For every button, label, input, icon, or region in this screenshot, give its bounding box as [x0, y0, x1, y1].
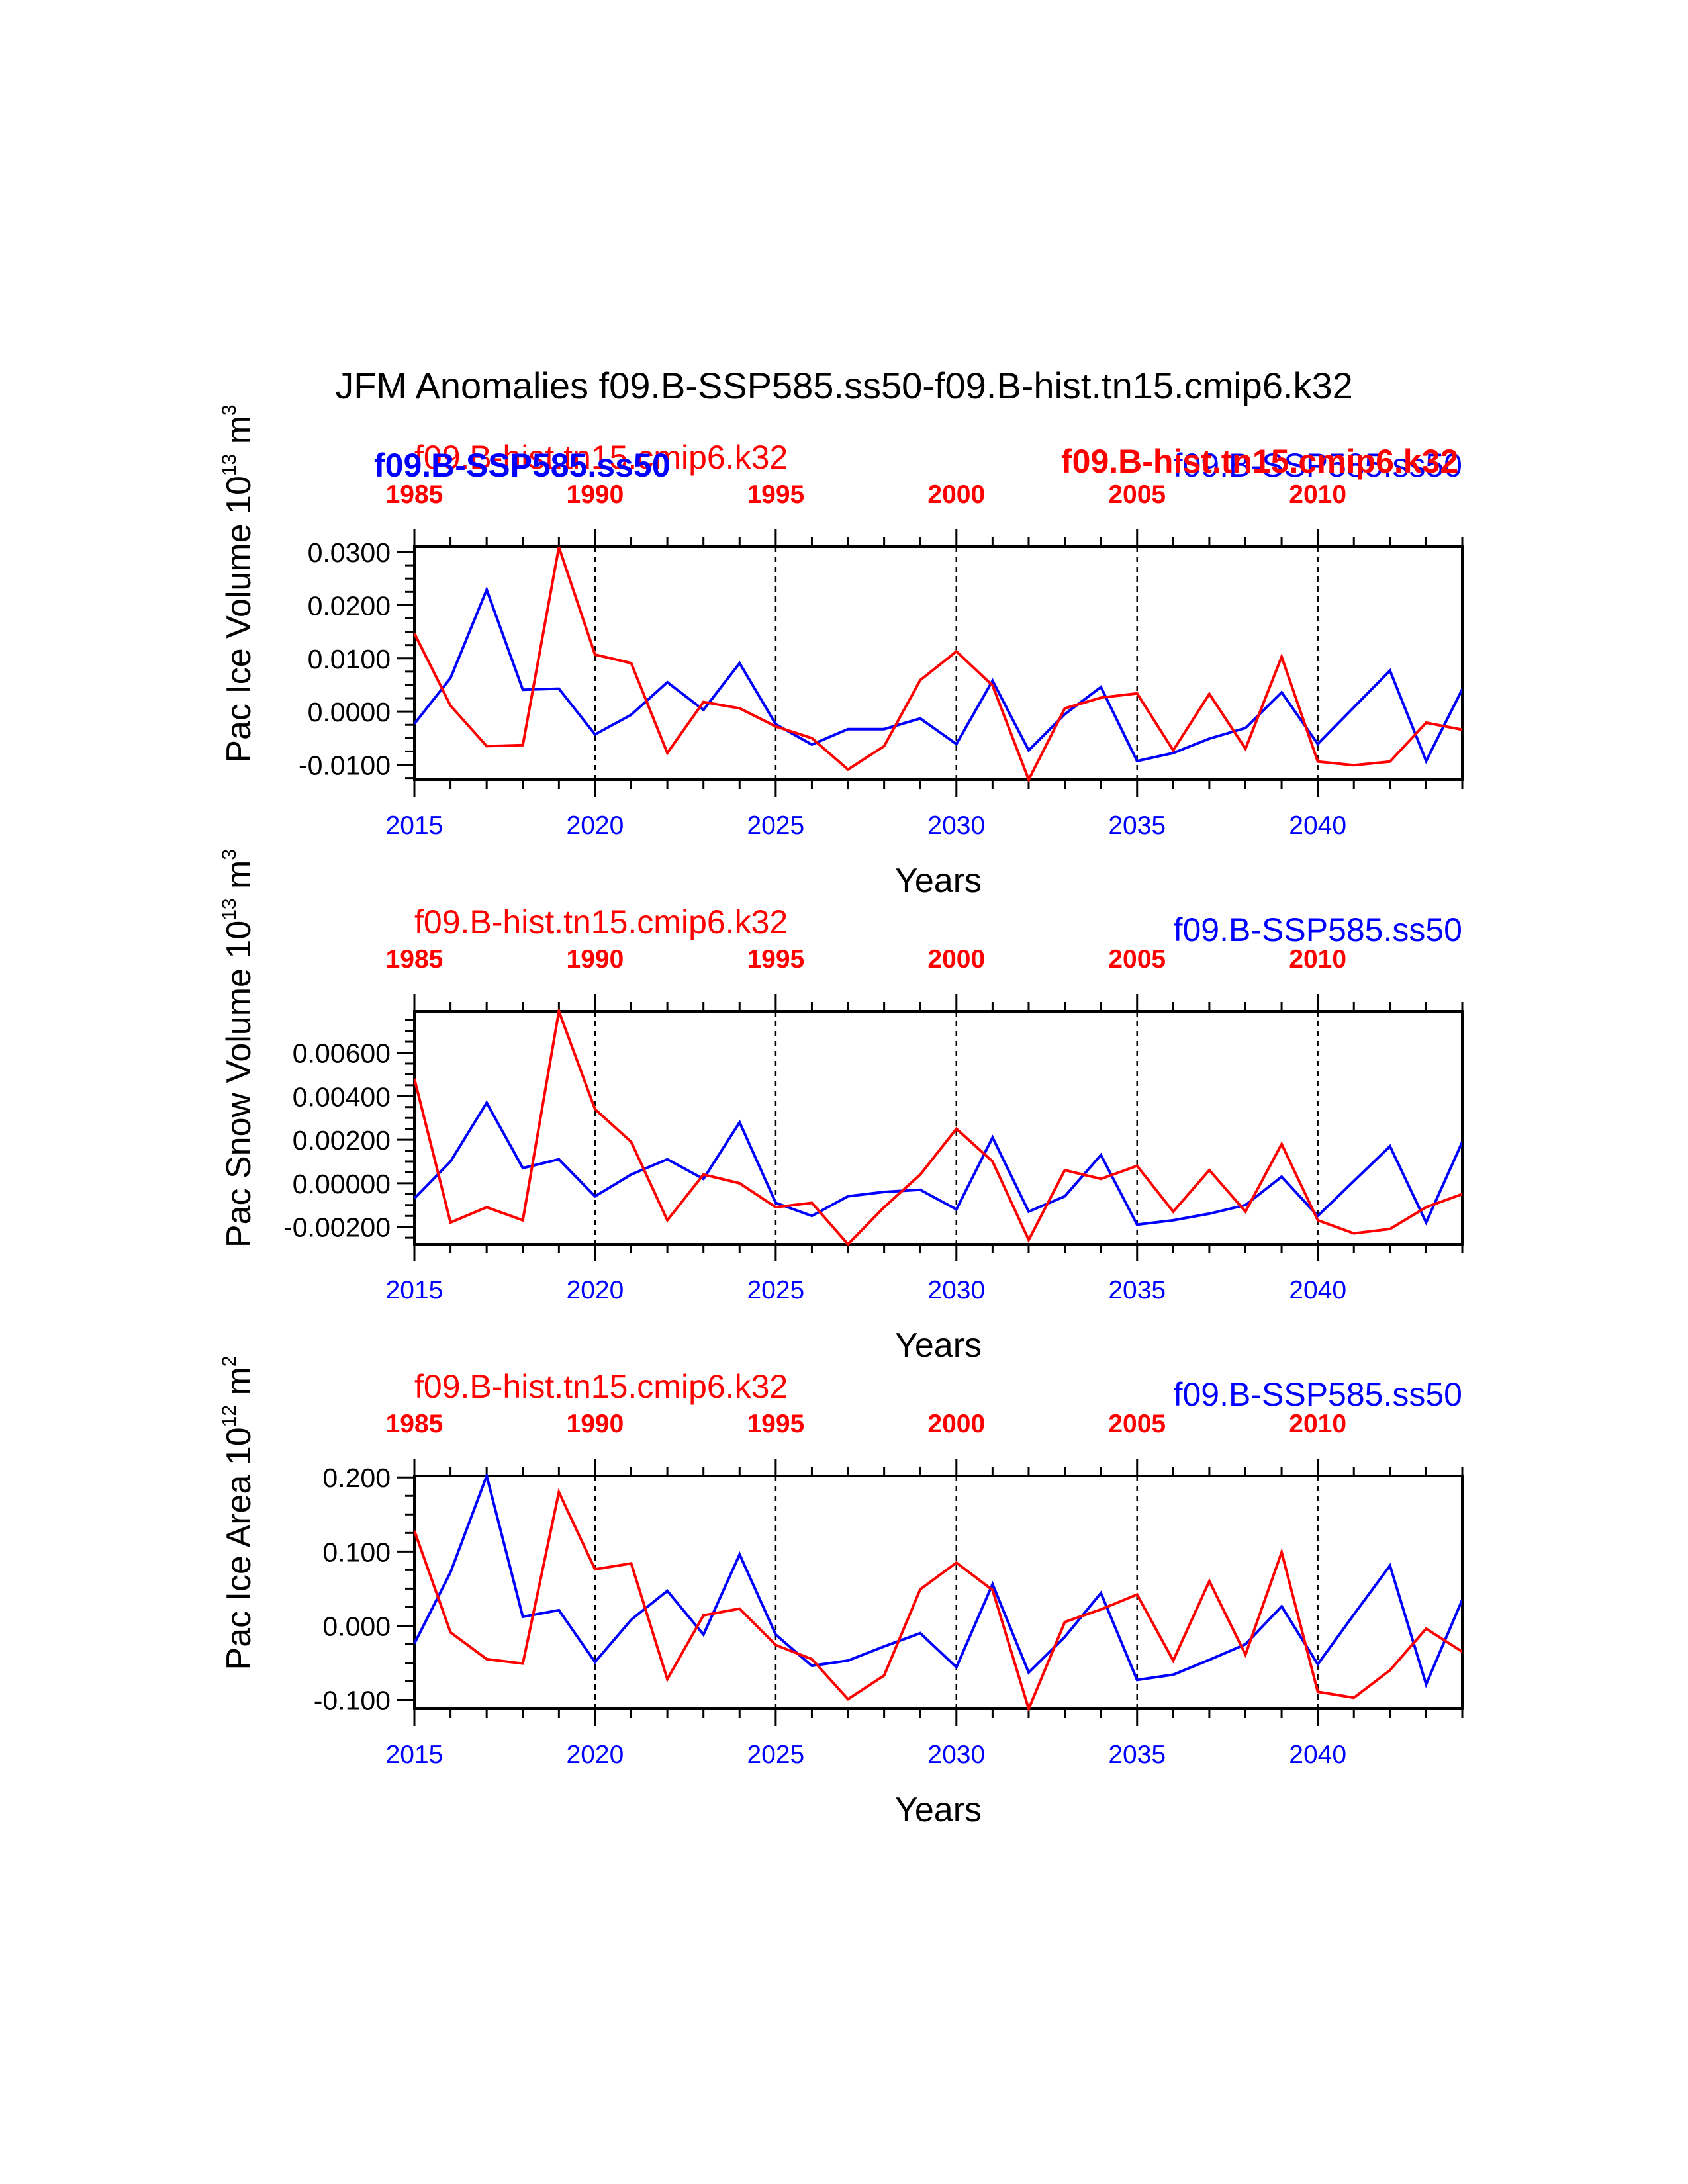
- hist-series-line: [414, 1488, 1462, 1711]
- y-tick-label: 0.100: [322, 1537, 391, 1567]
- y-axis-title: Pac Ice Volume 1013 m3: [218, 404, 258, 762]
- top-x-tick-label: 1985: [386, 480, 444, 509]
- ssp-series-line: [414, 1100, 1462, 1226]
- x-tick-label: 2030: [927, 811, 985, 840]
- ssp-series-line: [414, 586, 1462, 764]
- y-tick-label: 0.0300: [308, 537, 391, 568]
- x-axis-title: Years: [895, 1791, 982, 1829]
- top-x-tick-label: 1990: [567, 480, 624, 509]
- top-x-tick-label: 2010: [1289, 945, 1346, 974]
- y-tick-label: 0.00400: [293, 1081, 391, 1112]
- hist-series-line: [414, 547, 1462, 782]
- panel-1: 0.0300 0.0200 0.0100 0.0000 -0.0100 2015 2020 2…: [218, 404, 1464, 900]
- hist-series-label: f09.B-hist.tn15.cmip6.k32: [414, 439, 788, 476]
- x-tick-label: 2035: [1108, 1276, 1166, 1304]
- top-x-tick-label: 1995: [747, 480, 804, 509]
- top-x-tick-label: 2005: [1108, 480, 1166, 509]
- ssp-series-line: [414, 1474, 1462, 1688]
- y-tick-label: -0.100: [314, 1686, 391, 1716]
- x-tick-label: 2025: [747, 811, 804, 840]
- x-tick-label: 2025: [747, 1741, 804, 1769]
- ssp-series-label: f09.B-SSP585.ss50: [1174, 447, 1462, 484]
- x-tick-label: 2030: [927, 1741, 985, 1769]
- overlay-hist-label: f09.B-hist.tn15.cmip6.k32: [1061, 443, 1458, 480]
- plot-frame: [413, 1010, 1464, 1246]
- hist-series-line: [414, 1009, 1462, 1246]
- top-x-tick-label: 1985: [386, 945, 444, 974]
- x-tick-label: 2035: [1108, 1741, 1166, 1769]
- top-x-tick-label: 1985: [386, 1410, 444, 1438]
- y-axis-title: Pac Snow Volume 1013 m3: [218, 849, 258, 1248]
- ssp-series-label: f09.B-SSP585.ss50: [1174, 1376, 1462, 1413]
- x-tick-label: 2020: [567, 811, 624, 840]
- y-tick-label: 0.000: [322, 1611, 391, 1641]
- y-tick-label: 0.0000: [308, 697, 391, 727]
- top-x-tick-label: 2005: [1108, 1410, 1166, 1438]
- top-x-tick-label: 2000: [927, 1410, 985, 1438]
- top-x-tick-label: 2010: [1289, 1410, 1346, 1438]
- x-tick-label: 2015: [386, 1276, 444, 1304]
- top-x-tick-label: 1995: [747, 1410, 804, 1438]
- x-tick-label: 2040: [1289, 1741, 1346, 1769]
- y-tick-label: -0.00200: [283, 1212, 391, 1243]
- x-tick-label: 2040: [1289, 1276, 1346, 1304]
- hist-series-label: f09.B-hist.tn15.cmip6.k32: [414, 1368, 788, 1405]
- top-x-tick-label: 2000: [927, 945, 985, 974]
- x-tick-label: 2015: [386, 811, 444, 840]
- x-tick-label: 2040: [1289, 811, 1346, 840]
- y-tick-label: 0.0100: [308, 644, 391, 674]
- x-tick-label: 2030: [927, 1276, 985, 1304]
- overlay-ssp-label: f09.B-SSP585.ss50: [374, 447, 671, 484]
- hist-series-label: f09.B-hist.tn15.cmip6.k32: [414, 903, 788, 940]
- plot-frame: [413, 545, 1464, 781]
- top-x-tick-label: 1990: [567, 1410, 624, 1438]
- x-tick-label: 2025: [747, 1276, 804, 1304]
- top-x-tick-label: 2010: [1289, 480, 1346, 509]
- panel-3: 0.200 0.100 0.000 -0.100 2015 2020 2025 2030 203…: [218, 1356, 1464, 1829]
- panel-2: 0.00600 0.00400 0.00200 0.00000 -0.00200 2015…: [218, 849, 1464, 1365]
- y-tick-label: 0.0200: [308, 590, 391, 621]
- x-tick-label: 2020: [567, 1741, 624, 1769]
- top-x-tick-label: 2005: [1108, 945, 1166, 974]
- y-tick-label: 0.200: [322, 1463, 391, 1493]
- x-tick-label: 2035: [1108, 811, 1166, 840]
- x-tick-label: 2015: [386, 1741, 444, 1769]
- plot-frame: [413, 1475, 1464, 1710]
- x-axis-title: Years: [895, 862, 982, 900]
- y-tick-label: 0.00000: [293, 1169, 391, 1199]
- ssp-series-label: f09.B-SSP585.ss50: [1174, 911, 1462, 948]
- y-tick-label: 0.00200: [293, 1125, 391, 1156]
- top-x-tick-label: 1990: [567, 945, 624, 974]
- y-tick-label: -0.0100: [299, 750, 391, 780]
- y-axis-title: Pac Ice Area 1012 m2: [218, 1356, 258, 1670]
- x-axis-title: Years: [895, 1326, 982, 1365]
- top-x-tick-label: 1995: [747, 945, 804, 974]
- y-tick-label: 0.00600: [293, 1038, 391, 1069]
- top-x-tick-label: 2000: [927, 480, 985, 509]
- figure-title: JFM Anomalies f09.B-SSP585.ss50-f09.B-hi…: [335, 365, 1353, 406]
- x-tick-label: 2020: [567, 1276, 624, 1304]
